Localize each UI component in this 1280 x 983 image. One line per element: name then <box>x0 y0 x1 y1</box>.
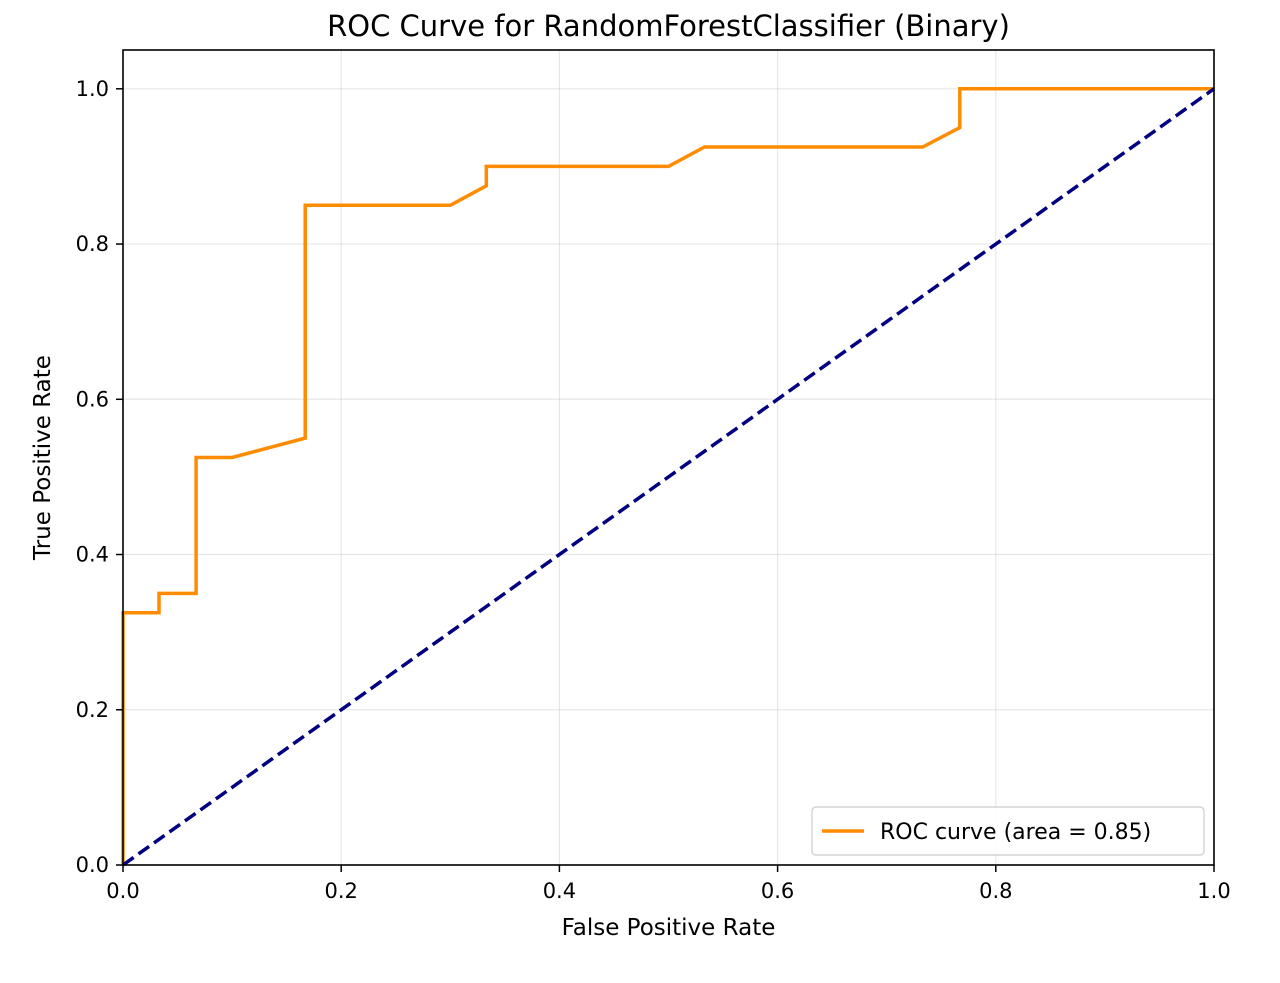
series-layer <box>121 87 1216 867</box>
x-tick-label-4: 0.8 <box>979 879 1012 903</box>
legend-entry-label: ROC curve (area = 0.85) <box>880 820 1151 845</box>
x-axis-label: False Positive Rate <box>562 915 776 941</box>
y-tick-label-2: 0.4 <box>76 543 109 567</box>
y-tick-label-4: 0.8 <box>76 232 109 256</box>
legend-box <box>811 806 1205 856</box>
y-tick-label-0: 0.0 <box>76 853 109 877</box>
roc-curve-line <box>121 87 1214 865</box>
plot-area-background <box>123 50 1214 865</box>
plot-frame <box>122 49 1215 866</box>
x-tick-label-5: 1.0 <box>1197 879 1230 903</box>
legend: ROC curve (area = 0.85) <box>811 806 1205 856</box>
y-tick-label-1: 0.2 <box>76 698 109 722</box>
y-tick-label-5: 1.0 <box>76 77 109 101</box>
y-axis-ticks: 0.0 0.2 0.4 0.6 0.8 1.0 <box>76 77 123 877</box>
x-axis-ticks: 0.0 0.2 0.4 0.6 0.8 1.0 <box>106 865 1231 903</box>
chart-title: ROC Curve for RandomForestClassifier (Bi… <box>327 9 1010 43</box>
chance-diagonal-line <box>121 87 1216 867</box>
y-axis-label: True Positive Rate <box>30 355 56 561</box>
x-tick-label-2: 0.4 <box>543 879 576 903</box>
y-tick-label-3: 0.6 <box>76 387 109 411</box>
grid-lines <box>122 50 1215 866</box>
x-tick-label-1: 0.2 <box>324 879 357 903</box>
x-tick-label-0: 0.0 <box>106 879 139 903</box>
x-tick-label-3: 0.6 <box>761 879 794 903</box>
